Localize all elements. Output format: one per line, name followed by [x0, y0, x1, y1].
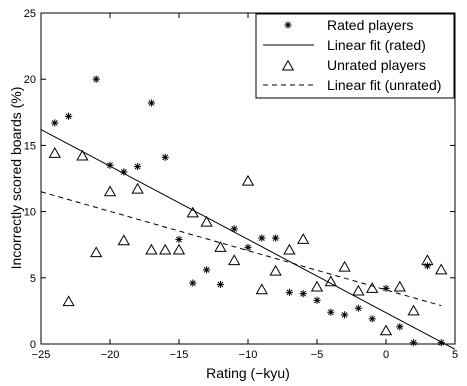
x-tick-label: −20 [101, 349, 120, 361]
rated-point [147, 99, 155, 107]
unrated-point [255, 283, 268, 295]
y-tick-label: 20 [24, 74, 36, 86]
unrated-point [283, 243, 296, 255]
x-tick-label: −25 [32, 349, 51, 361]
rated-point [65, 112, 73, 120]
unrated-point [214, 241, 227, 252]
rated-point [106, 161, 114, 169]
rated-point [134, 162, 142, 171]
legend: Rated players Linear fit (rated) Unrated… [255, 13, 455, 99]
y-tick-label: 10 [24, 207, 36, 219]
rated-point [203, 266, 211, 274]
unrated-point [103, 185, 117, 197]
unrated-point [131, 182, 144, 194]
rated-point [410, 339, 418, 347]
rated-point [230, 225, 238, 233]
unrated-point [338, 260, 351, 272]
rated-point [216, 280, 224, 289]
y-tick-label: 15 [24, 140, 36, 152]
unrated-point [200, 215, 213, 227]
rated-point [51, 119, 59, 127]
y-axis-label: Incorrectly scored boards (%) [8, 87, 24, 270]
unrated-point [324, 275, 337, 287]
rated-point [341, 311, 349, 319]
unrated-point [366, 282, 379, 293]
rated-point [396, 323, 404, 331]
x-axis-label: Rating (−kyu) [206, 365, 290, 381]
fit-line-rated [40, 129, 456, 350]
x-tick-label: 0 [383, 349, 389, 361]
fit-line-unrated [40, 191, 442, 307]
legend-label-rated-fit: Linear fit (rated) [327, 37, 426, 53]
legend-box [255, 13, 455, 99]
rated-point [244, 243, 252, 251]
rated-point [354, 304, 362, 312]
legend-triangle-mark [281, 59, 295, 71]
unrated-point [117, 234, 130, 246]
axis-ticks: −25 −20 −15 −10 −5 0 5 0 5 10 15 20 25 [24, 8, 458, 361]
y-tick-label: 25 [24, 8, 36, 20]
y-tick-label: 0 [30, 339, 36, 351]
unrated-point [310, 280, 324, 292]
unrated-point [145, 243, 158, 255]
unrated-point [48, 147, 61, 158]
x-tick-label: −5 [311, 349, 324, 361]
unrated-point [159, 243, 172, 255]
x-tick-label: −10 [239, 349, 258, 361]
rated-point [313, 296, 321, 304]
unrated-point [379, 324, 393, 336]
rated-point [327, 308, 335, 316]
unrated-point [435, 263, 448, 275]
unrated-point [407, 304, 420, 316]
unrated-point [421, 254, 434, 266]
unrated-point [269, 264, 282, 276]
unrated-point [90, 246, 103, 258]
rated-point [92, 75, 100, 83]
unrated-point [76, 149, 89, 161]
legend-label-unrated-fit: Linear fit (unrated) [327, 77, 441, 93]
legend-triangle-icon [281, 59, 295, 71]
x-tick-label: 5 [452, 349, 458, 361]
rated-point [189, 279, 197, 287]
rated-point [368, 315, 376, 323]
x-tick-label: −15 [170, 349, 189, 361]
legend-star-mark [284, 21, 292, 29]
unrated-point [393, 280, 406, 292]
rated-point [299, 290, 307, 298]
rated-point [120, 168, 128, 176]
y-tick-label: 5 [30, 273, 36, 285]
unrated-point [352, 284, 365, 296]
unrated-point [186, 206, 199, 218]
rated-point [437, 339, 445, 347]
data-points [48, 75, 448, 347]
rated-point [272, 234, 280, 242]
rated-point [382, 284, 390, 292]
rated-point [258, 234, 266, 242]
unrated-point [62, 295, 75, 307]
unrated-point [172, 243, 186, 255]
unrated-point [228, 254, 241, 266]
rated-point [423, 262, 431, 270]
fit-lines [40, 129, 456, 350]
legend-star-icon [284, 21, 292, 29]
rated-point [175, 235, 183, 244]
unrated-point [297, 233, 310, 244]
legend-label-rated: Rated players [327, 17, 413, 33]
unrated-point [241, 174, 255, 186]
legend-label-unrated: Unrated players [327, 57, 426, 73]
rated-point [285, 288, 293, 296]
rated-point [161, 153, 169, 161]
